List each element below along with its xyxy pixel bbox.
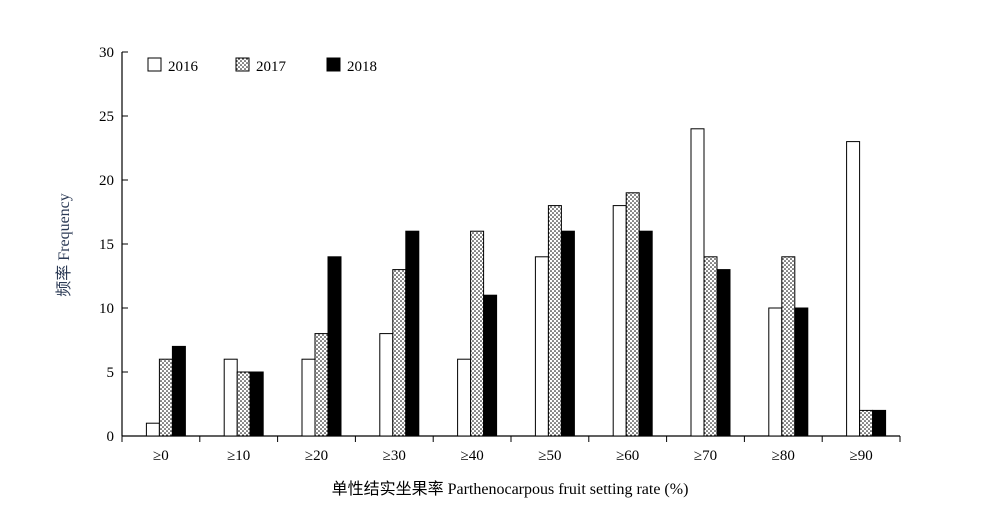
bar-2016-9: [846, 141, 861, 437]
legend-label-2018: 2018: [347, 59, 377, 75]
bar-2017-7: [703, 256, 718, 437]
bar-2017-9: [859, 409, 874, 437]
bar-2016-5: [534, 256, 549, 437]
bar-2018-4: [483, 294, 498, 437]
x-tick-label: ≥80: [772, 448, 795, 464]
bar-2016-1: [223, 358, 238, 437]
bar-2016-8: [768, 307, 783, 437]
legend-swatch-2016: [147, 57, 162, 72]
x-tick-label: ≥90: [849, 448, 872, 464]
bar-2017-5: [547, 205, 562, 437]
bar-2017-1: [236, 371, 251, 437]
bar-2016-2: [301, 358, 316, 437]
x-tick-label: ≥70: [694, 448, 717, 464]
bar-2017-8: [781, 256, 796, 437]
y-tick-label: 25: [99, 109, 114, 125]
bar-2017-4: [470, 230, 485, 437]
bar-2018-5: [560, 230, 575, 437]
y-tick-label: 5: [107, 365, 115, 381]
legend: 2016 2017 2018: [147, 57, 377, 75]
y-tick-label: 15: [99, 237, 114, 253]
x-axis-title: 单性结实坐果率 Parthenocarpous fruit setting ra…: [332, 480, 689, 498]
x-tick-label: ≥30: [383, 448, 406, 464]
bar-2018-8: [794, 307, 809, 437]
bar-2017-2: [314, 333, 329, 437]
y-axis-title: 频率 Frequency: [55, 193, 73, 297]
bar-2018-6: [638, 230, 653, 437]
legend-label-2017: 2017: [256, 59, 287, 75]
x-tick-label: ≥60: [616, 448, 639, 464]
bar-2018-9: [872, 409, 887, 437]
bar-2018-1: [249, 371, 264, 437]
y-tick-label: 10: [99, 301, 114, 317]
x-tick-label: ≥40: [460, 448, 483, 464]
y-tick-label: 20: [99, 173, 114, 189]
y-tick-label: 30: [99, 45, 114, 61]
x-tick-label: ≥20: [305, 448, 328, 464]
x-tick-label: ≥0: [153, 448, 169, 464]
bar-2018-2: [327, 256, 342, 437]
bar-2017-0: [158, 358, 173, 437]
bar-2018-3: [405, 230, 420, 437]
bar-2017-6: [625, 192, 640, 437]
bar-2016-6: [612, 205, 627, 437]
bar-2016-7: [690, 128, 705, 437]
legend-swatch-2017: [235, 57, 250, 72]
legend-swatch-2018: [326, 57, 341, 72]
axes: 0 5 10 15 20 25 30 ≥0 ≥10 ≥20 ≥30 ≥40 ≥50 ≥60 ≥70 ≥80 ≥9…: [99, 45, 901, 464]
bars: [145, 128, 887, 437]
bar-2018-7: [716, 269, 731, 437]
bar-2016-0: [145, 422, 160, 437]
x-tick-label: ≥10: [227, 448, 250, 464]
x-tick-label: ≥50: [538, 448, 561, 464]
legend-label-2016: 2016: [168, 59, 199, 75]
bar-2017-3: [392, 269, 407, 437]
bar-2016-4: [457, 358, 472, 437]
bar-2016-3: [379, 333, 394, 437]
bar-2018-0: [171, 345, 186, 437]
y-tick-label: 0: [107, 429, 115, 445]
